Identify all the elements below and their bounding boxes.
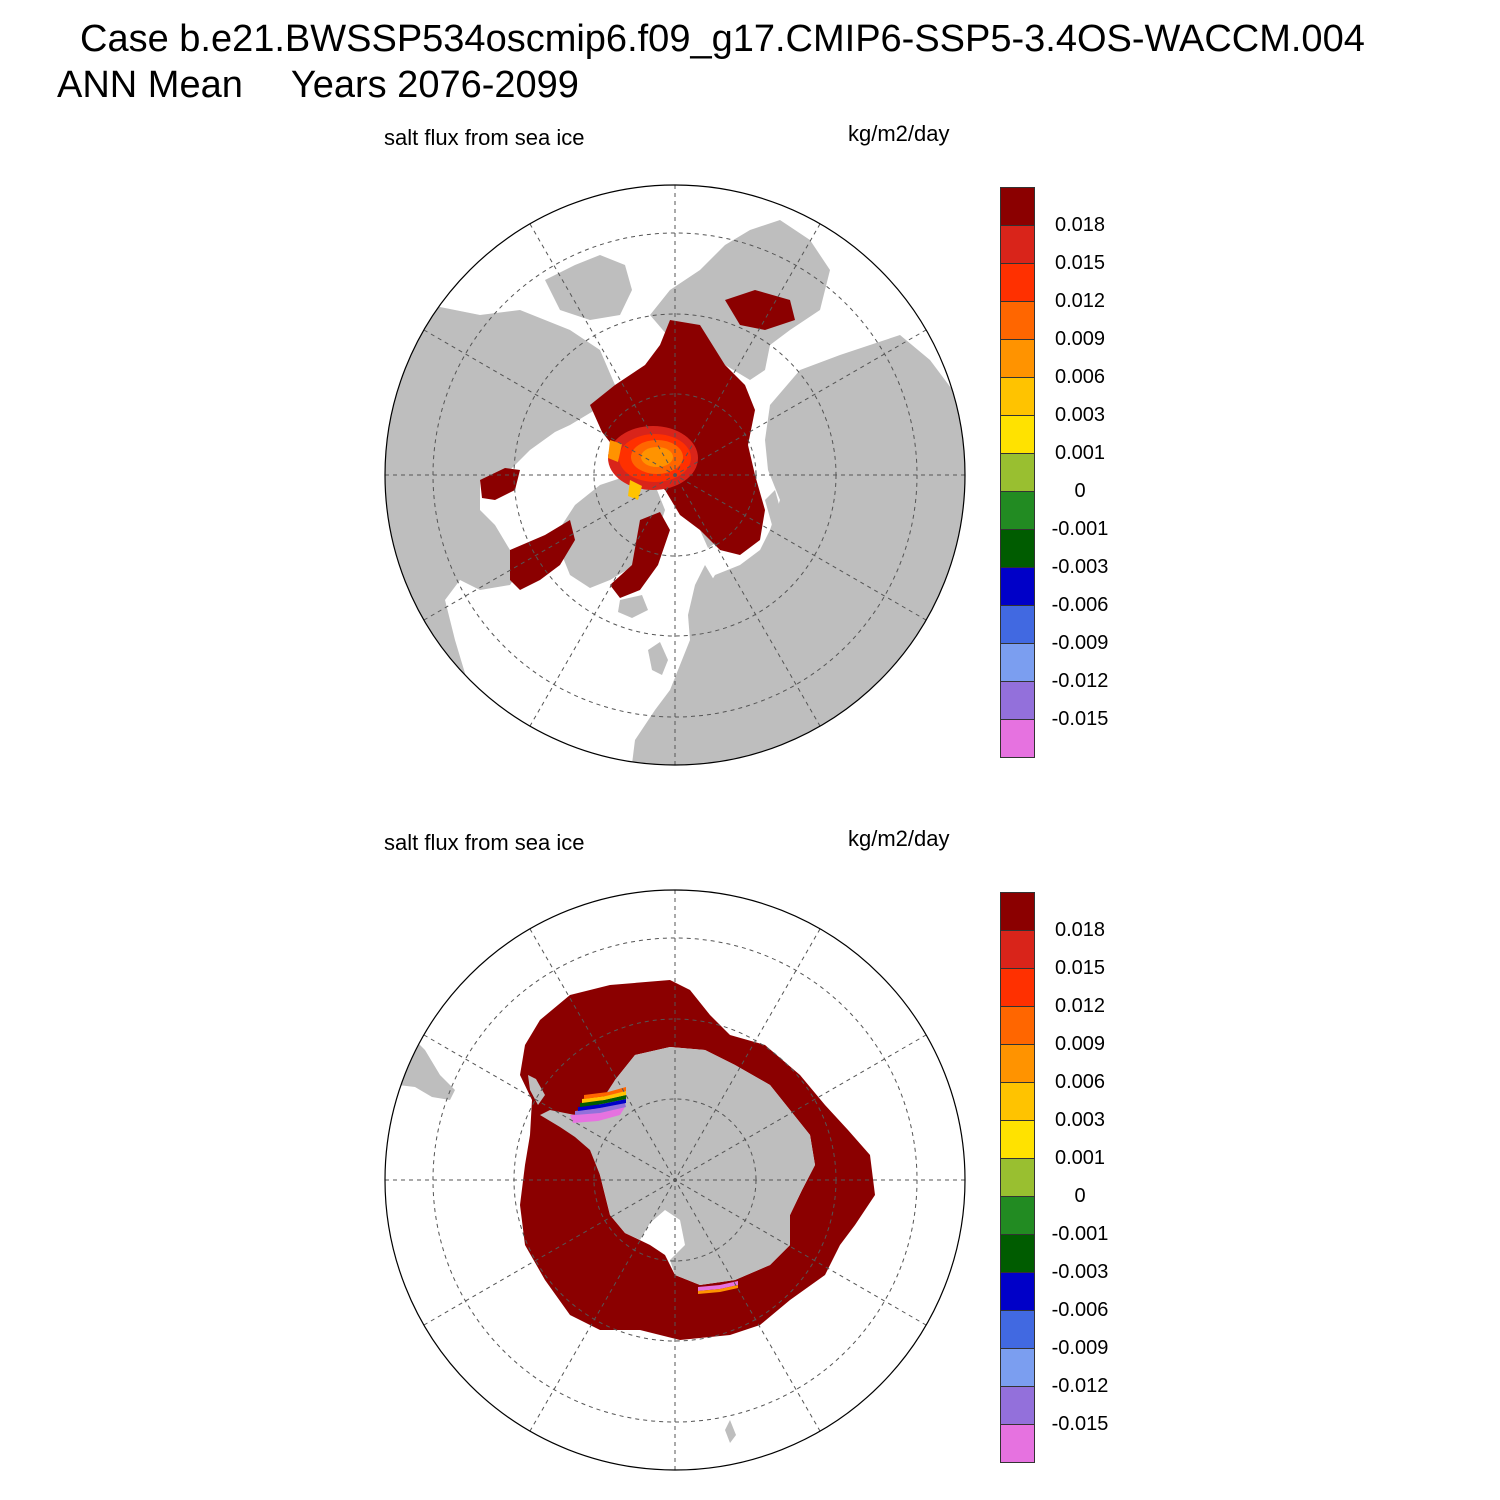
north-colorbar-swatch [1000,491,1035,530]
north-colorbar-swatch [1000,415,1035,454]
north-colorbar-swatch [1000,605,1035,644]
north-colorbar-label: 0.015 [1054,252,1106,274]
north-colorbar-swatch [1000,339,1035,378]
north-polar-map [384,184,966,766]
south-graticule [385,890,965,1470]
north-colorbar-swatch [1000,567,1035,606]
south-units-label: kg/m2/day [848,826,950,851]
north-colorbar-swatch [1000,377,1035,416]
south-colorbar-label: 0.001 [1054,1147,1106,1169]
plot-title-case: Case b.e21.BWSSP534oscmip6.f09_g17.CMIP6… [80,18,1365,60]
north-colorbar-label: 0.003 [1054,404,1106,426]
south-colorbar-swatch [1000,1386,1035,1425]
north-colorbar-label: 0.009 [1054,328,1106,350]
south-colorbar-label: -0.003 [1051,1261,1109,1283]
season-label: ANN Mean [57,64,243,106]
north-colorbar-label: 0 [1074,480,1086,502]
south-colorbar-label: 0.006 [1054,1071,1106,1093]
north-colorbar-label: -0.012 [1051,670,1109,692]
north-colorbar-label: 0.012 [1054,290,1106,312]
north-colorbar-label: 0.006 [1054,366,1106,388]
north-colorbar-label: -0.001 [1051,518,1109,540]
north-colorbar-label: -0.003 [1051,556,1109,578]
north-colorbar-label: 0.018 [1054,214,1106,236]
north-colorbar-swatch [1000,453,1035,492]
south-weddell-band [570,1087,626,1123]
north-colorbar-swatch [1000,719,1035,758]
south-colorbar-swatch [1000,1424,1035,1463]
south-colorbar-label: -0.006 [1051,1299,1109,1321]
south-colorbar-swatch [1000,1120,1035,1159]
south-seaice-flux-high [520,980,875,1340]
south-map-border [384,889,966,1471]
south-island-small [725,1420,736,1443]
north-colorbar-swatch [1000,643,1035,682]
south-colorbar-swatch [1000,1082,1035,1121]
north-colorbar-swatch [1000,263,1035,302]
north-colorbar-swatch [1000,529,1035,568]
south-colorbar-label: 0.009 [1054,1033,1106,1055]
south-variable-label: salt flux from sea ice [384,830,585,855]
north-colorbar-label: -0.015 [1051,708,1109,730]
south-colorbar-swatch [1000,1196,1035,1235]
south-colorbar-label: -0.012 [1051,1375,1109,1397]
south-ross-band [698,1281,738,1294]
south-colorbar-label: 0.015 [1054,957,1106,979]
south-colorbar-swatch [1000,1348,1035,1387]
north-colorbar-swatch [1000,301,1035,340]
north-colorbar: 0.018 0.015 0.012 0.009 0.006 0.003 0.001 0 -0.0… [1000,187,1130,758]
plot-title-period: ANN Mean Years 2076-2099 [57,64,579,107]
north-colorbar-label: -0.009 [1051,632,1109,654]
south-colorbar-label: 0.003 [1054,1109,1106,1131]
north-graticule [385,185,965,765]
years-label: Years 2076-2099 [290,64,579,106]
south-colorbar-swatch [1000,930,1035,969]
south-colorbar-swatch [1000,1158,1035,1197]
north-colorbar-swatch [1000,681,1035,720]
north-colorbar-label: 0.001 [1054,442,1106,464]
south-colorbar-label: -0.001 [1051,1223,1109,1245]
south-colorbar-swatch [1000,892,1035,931]
south-colorbar-swatch [1000,1006,1035,1045]
south-colorbar-label: 0.018 [1054,919,1106,941]
north-colorbar-label: -0.006 [1051,594,1109,616]
south-colorbar-swatch [1000,1272,1035,1311]
south-colorbar-swatch [1000,968,1035,1007]
north-map-border [384,184,966,766]
south-colorbar: 0.018 0.015 0.012 0.009 0.006 0.003 0.001 0 -0.0… [1000,892,1130,1463]
north-variable-label: salt flux from sea ice [384,125,585,150]
south-colorbar-swatch [1000,1310,1035,1349]
south-colorbar-label: 0 [1074,1185,1086,1207]
south-colorbar-swatch [1000,1234,1035,1273]
south-peninsula [528,1075,545,1105]
south-colorbar-swatch [1000,1044,1035,1083]
north-colorbar-swatch [1000,187,1035,226]
south-colorbar-label: -0.015 [1051,1413,1109,1435]
south-colorbar-label: -0.009 [1051,1337,1109,1359]
south-polar-map [384,889,966,1471]
south-colorbar-label: 0.012 [1054,995,1106,1017]
north-units-label: kg/m2/day [848,121,950,146]
north-colorbar-swatch [1000,225,1035,264]
